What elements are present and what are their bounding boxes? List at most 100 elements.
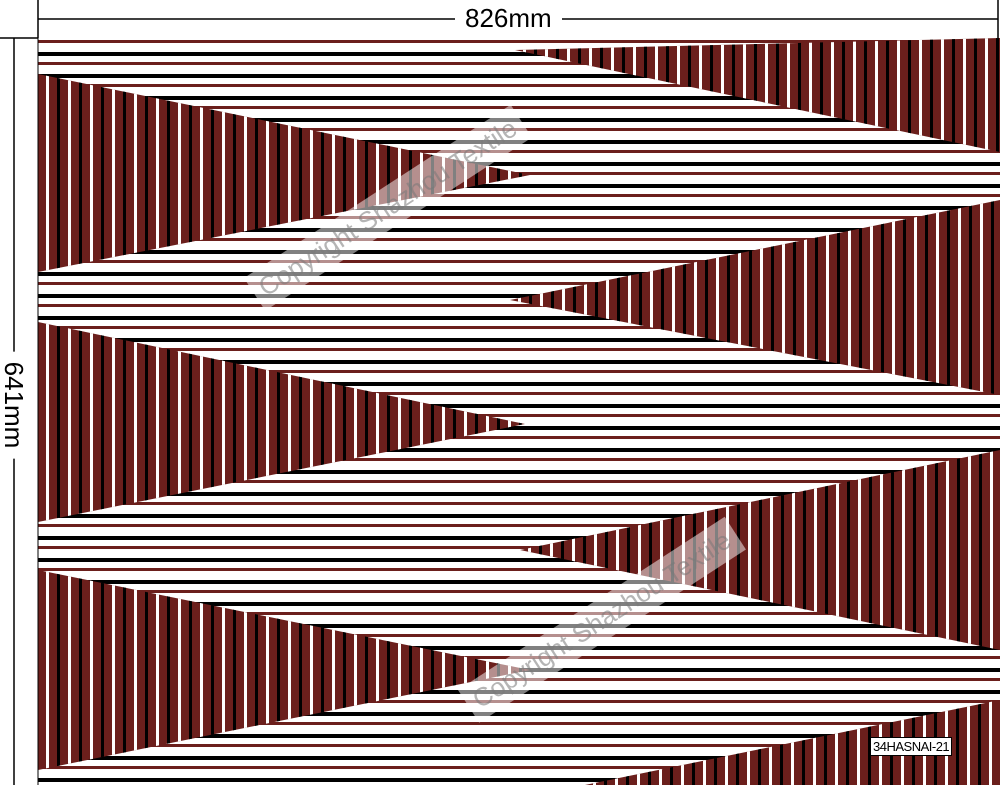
horizontal-stripe-black xyxy=(38,756,1000,760)
vertical-band-black xyxy=(842,38,845,152)
vertical-band-black xyxy=(759,450,762,650)
vertical-band-black xyxy=(974,38,977,152)
vertical-band-black xyxy=(639,200,642,395)
horizontal-stripe-black xyxy=(38,646,1000,650)
vertical-band-black xyxy=(145,570,148,770)
vertical-band-black xyxy=(79,322,82,522)
striped-triangle xyxy=(38,570,530,770)
vertical-band-white xyxy=(90,570,93,770)
vertical-band-black xyxy=(886,38,889,152)
vertical-band-black xyxy=(365,74,368,272)
horizontal-stripe-black xyxy=(38,52,1000,56)
horizontal-stripe-maroon xyxy=(38,282,1000,285)
vertical-band-white xyxy=(826,200,829,395)
vertical-band-black xyxy=(705,200,708,395)
vertical-band-black xyxy=(277,570,280,770)
vertical-band-white xyxy=(611,38,614,152)
horizontal-stripe-maroon xyxy=(38,326,1000,329)
vertical-band-white xyxy=(68,322,71,522)
vertical-band-white xyxy=(594,450,597,650)
vertical-band-white xyxy=(633,38,636,152)
vertical-band-white xyxy=(550,450,553,650)
vertical-band-black xyxy=(211,74,214,272)
vertical-band-black xyxy=(925,200,928,395)
vertical-band-white xyxy=(266,322,269,522)
horizontal-stripe-black xyxy=(38,712,1000,716)
vertical-band-white xyxy=(178,570,181,770)
vertical-band-black xyxy=(145,74,148,272)
vertical-band-black xyxy=(409,322,412,522)
vertical-band-black xyxy=(431,322,434,522)
vertical-band-black xyxy=(978,700,981,785)
vertical-band-white xyxy=(936,200,939,395)
vertical-band-black xyxy=(908,38,911,152)
vertical-band-white xyxy=(112,322,115,522)
vertical-band-white xyxy=(46,74,49,272)
horizontal-stripe-black xyxy=(38,536,1000,540)
vertical-band-white xyxy=(354,570,357,770)
horizontal-stripe-maroon xyxy=(38,348,1000,351)
vertical-band-black xyxy=(529,200,532,395)
vertical-band-white xyxy=(376,74,379,272)
horizontal-stripe-black xyxy=(38,294,1000,298)
vertical-band-black xyxy=(539,450,542,650)
vertical-band-black xyxy=(979,450,982,650)
vertical-band-black xyxy=(167,322,170,522)
vertical-band-white xyxy=(870,200,873,395)
vertical-band-white xyxy=(858,450,861,650)
vertical-band-black xyxy=(343,322,346,522)
vertical-band-black xyxy=(189,322,192,522)
horizontal-stripe-maroon xyxy=(38,458,1000,461)
vertical-band-white xyxy=(134,570,137,770)
vertical-band-white xyxy=(567,38,570,152)
vertical-band-white xyxy=(814,450,817,650)
vertical-band-white xyxy=(589,38,592,152)
vertical-band-black xyxy=(189,570,192,770)
vertical-band-white xyxy=(914,200,917,395)
vertical-band-black xyxy=(947,200,950,395)
vertical-band-black xyxy=(957,450,960,650)
vertical-band-white xyxy=(156,322,159,522)
horizontal-stripe-black xyxy=(38,206,1000,210)
vertical-band-black xyxy=(233,322,236,522)
vertical-band-white xyxy=(288,570,291,770)
vertical-band-black xyxy=(299,74,302,272)
vertical-band-black xyxy=(868,700,871,785)
horizontal-stripe-maroon xyxy=(38,304,1000,307)
horizontal-stripe-maroon xyxy=(38,194,1000,197)
vertical-band-white xyxy=(990,450,993,650)
vertical-band-black xyxy=(710,38,713,152)
vertical-band-white xyxy=(831,38,834,152)
vertical-band-black xyxy=(409,570,412,770)
vertical-band-white xyxy=(540,200,543,395)
vertical-band-white xyxy=(980,200,983,395)
horizontal-stripe-maroon xyxy=(38,480,1000,483)
horizontal-stripe-maroon xyxy=(38,414,1000,417)
vertical-band-white xyxy=(836,450,839,650)
vertical-band-white xyxy=(721,38,724,152)
horizontal-stripe-black xyxy=(38,448,1000,452)
vertical-band-white xyxy=(545,38,548,152)
vertical-band-white xyxy=(672,200,675,395)
vertical-band-white xyxy=(464,322,467,522)
horizontal-stripe-black xyxy=(38,470,1000,474)
vertical-band-white xyxy=(288,322,291,522)
vertical-band-white xyxy=(464,570,467,770)
horizontal-stripe-black xyxy=(38,272,1000,276)
vertical-band-black xyxy=(101,570,104,770)
vertical-band-white xyxy=(572,450,575,650)
vertical-band-black xyxy=(211,570,214,770)
horizontal-stripe-black xyxy=(38,426,1000,430)
vertical-band-white xyxy=(398,74,401,272)
vertical-band-black xyxy=(233,74,236,272)
vertical-band-black xyxy=(189,74,192,272)
horizontal-stripe-maroon xyxy=(38,766,1000,769)
vertical-band-black xyxy=(321,570,324,770)
horizontal-stripe-maroon xyxy=(38,216,1000,219)
horizontal-stripe-maroon xyxy=(38,238,1000,241)
vertical-band-white xyxy=(968,450,971,650)
vertical-band-white xyxy=(486,74,489,272)
vertical-band-white xyxy=(266,74,269,272)
vertical-band-white xyxy=(770,450,773,650)
